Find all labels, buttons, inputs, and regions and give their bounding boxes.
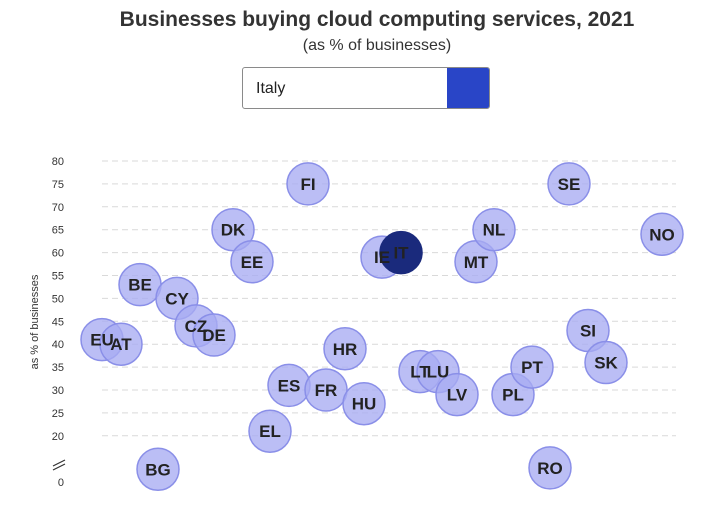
bubble-label-si: SI [580,321,596,340]
y-tick-label: 20 [52,431,64,443]
bubble-label-dk: DK [221,221,246,240]
y-tick-label: 45 [52,316,64,328]
bubble-at[interactable] [99,322,143,366]
bubble-hr[interactable] [323,327,367,371]
country-select[interactable]: Italy [242,67,490,109]
bubble-se[interactable] [547,162,591,206]
bubble-label-bg: BG [145,460,171,479]
y-tick-label: 50 [52,293,64,305]
axis-break-mark [52,463,66,471]
bubble-dk[interactable] [211,207,255,252]
bubble-label-ie: IE [374,248,390,267]
bubble-el[interactable] [248,409,292,453]
country-select-button[interactable] [447,68,489,108]
chart-subtitle: (as % of businesses) [302,37,452,54]
bubble-label-lu: LU [427,363,450,382]
bubble-label-de: DE [202,326,226,345]
y-tick-label: 25 [52,408,64,420]
bubble-label-fr: FR [315,381,338,400]
bubble-label-eu: EU [90,331,114,350]
bubble-label-mt: MT [464,253,489,272]
bubble-label-nl: NL [483,221,506,240]
y-tick-label: 60 [52,248,64,260]
bubble-label-lt: LT [410,363,430,382]
y-axis-label: as % of businesses [29,274,41,369]
bubble-label-se: SE [558,175,581,194]
bubble-label-el: EL [259,422,281,441]
y-tick-label: 0 [58,477,64,489]
bubble-sk[interactable] [584,340,628,385]
axis-break-mark [52,459,66,467]
y-tick-label: 30 [52,385,64,397]
y-tick-label: 55 [52,271,64,283]
bubble-label-cy: CY [165,289,189,308]
bubble-lv[interactable] [435,372,479,417]
bubble-label-hu: HU [352,395,377,414]
bubble-label-sk: SK [594,354,618,373]
y-axis-ticks: 0 20 25 30 35 40 45 50 55 60 65 70 75 80 [52,156,64,489]
y-tick-label: 80 [52,156,64,168]
bubble-label-be: BE [128,276,152,295]
bubble-no[interactable] [640,212,684,257]
bubble-it[interactable] [379,230,423,275]
bubble-label-es: ES [278,376,301,395]
bubble-label-ee: EE [241,253,264,272]
axis-break-icon [52,459,66,471]
bubble-ee[interactable] [230,240,274,284]
y-tick-label: 35 [52,362,64,374]
bubble-label-at: AT [110,335,132,354]
chart-title: Businesses buying cloud computing servic… [119,8,635,31]
bubble-ro[interactable] [528,446,572,490]
bubble-pt[interactable] [510,345,554,389]
bubble-label-pl: PL [502,386,524,405]
bubble-fi[interactable] [286,162,330,206]
bubble-label-no: NO [649,225,675,244]
y-tick-label: 70 [52,202,64,214]
bubble-label-cz: CZ [185,317,208,336]
bubble-fr[interactable] [304,368,348,412]
bubble-hu[interactable] [342,381,386,426]
bubble-label-pt: PT [521,358,543,377]
y-tick-label: 40 [52,339,64,351]
bubble-label-fi: FI [300,175,315,194]
y-tick-label: 75 [52,179,64,191]
bubble-label-ro: RO [537,459,563,478]
country-select-value: Italy [256,80,286,97]
bubble-bg[interactable] [136,447,180,492]
bubble-nl[interactable] [472,207,516,252]
bubble-de[interactable] [192,313,236,357]
bubble-label-lv: LV [447,386,468,405]
bubble-label-it: IT [393,244,409,263]
bubble-label-hr: HR [333,340,358,359]
y-tick-label: 65 [52,225,64,237]
